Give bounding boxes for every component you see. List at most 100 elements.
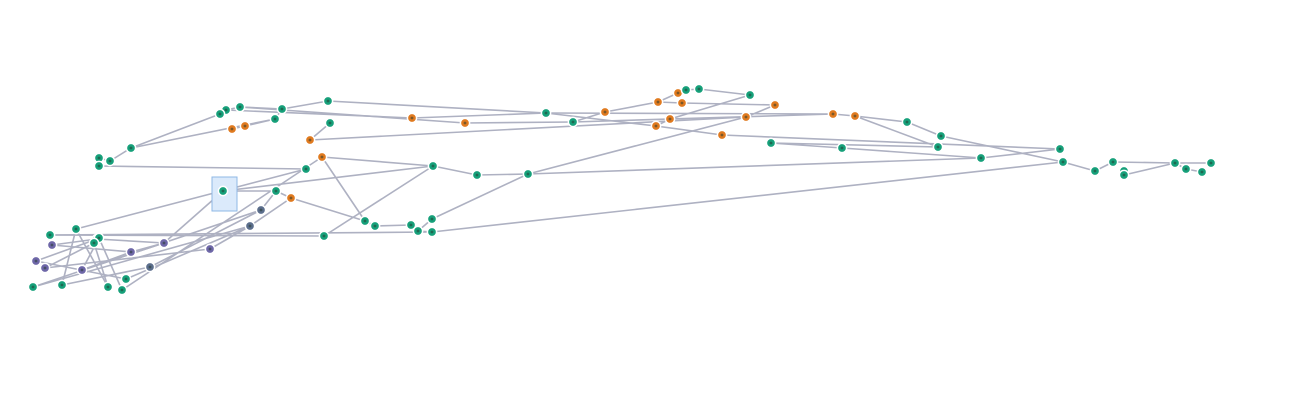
graph-edge [1112,161,1176,164]
graph-node[interactable] [901,116,913,128]
graph-node[interactable] [125,142,137,154]
graph-node[interactable] [650,120,662,132]
graph-node[interactable] [324,117,336,129]
graph-node[interactable] [1089,165,1101,177]
graph-node[interactable] [116,284,128,296]
graph-node[interactable] [304,134,316,146]
graph-node[interactable] [769,99,781,111]
graph-node[interactable] [120,273,132,285]
graph-node[interactable] [1054,143,1066,155]
graph-node[interactable] [316,151,328,163]
graph-node[interactable] [716,129,728,141]
graph-node[interactable] [693,83,705,95]
graph-node[interactable] [144,261,156,273]
graph-node[interactable] [836,142,848,154]
graph-node[interactable] [1205,157,1217,169]
node-center-dot [92,241,96,245]
graph-node[interactable] [1196,166,1208,178]
graph-node[interactable] [359,215,371,227]
graph-node[interactable] [740,111,752,123]
graph-edge [854,115,939,148]
graph-node[interactable] [412,225,424,237]
graph-node[interactable] [1180,163,1192,175]
node-center-dot [431,164,435,168]
node-center-dot [50,243,54,247]
node-center-dot [748,93,752,97]
graph-node[interactable] [369,220,381,232]
graph-node[interactable] [300,163,312,175]
graph-node[interactable] [664,113,676,125]
graph-node[interactable] [426,226,438,238]
graph-node[interactable] [471,169,483,181]
graph-node[interactable] [104,155,116,167]
graph-node[interactable] [285,192,297,204]
node-center-dot [475,173,479,177]
graph-node[interactable] [849,110,861,122]
selection-box[interactable] [211,176,238,212]
graph-node[interactable] [652,96,664,108]
node-center-dot [129,146,133,150]
graph-node[interactable] [214,108,226,120]
graph-node[interactable] [1107,156,1119,168]
graph-node[interactable] [975,152,987,164]
graph-node[interactable] [405,219,417,231]
graph-node[interactable] [1118,169,1130,181]
node-center-dot [218,112,222,116]
graph-node[interactable] [827,108,839,120]
graph-node[interactable] [1057,156,1069,168]
graph-node[interactable] [676,97,688,109]
graph-node[interactable] [269,113,281,125]
graph-node[interactable] [93,160,105,172]
graph-node[interactable] [406,112,418,124]
graph-edge [545,112,657,127]
graph-node[interactable] [76,264,88,276]
graph-node[interactable] [680,84,692,96]
graph-node[interactable] [226,123,238,135]
graph-node[interactable] [270,185,282,197]
graph-node[interactable] [426,213,438,225]
graph-node[interactable] [427,160,439,172]
graph-node[interactable] [46,239,58,251]
node-center-dot [238,105,242,109]
graph-node[interactable] [27,281,39,293]
graph-edge [321,156,366,222]
node-center-dot [97,156,101,160]
node-center-dot [224,108,228,112]
graph-node[interactable] [93,152,105,164]
graph-node[interactable] [935,130,947,142]
graph-node[interactable] [744,89,756,101]
graph-edge [374,224,412,227]
graph-node[interactable] [322,95,334,107]
graph-node[interactable] [932,141,944,153]
graph-node[interactable] [125,246,137,258]
graph-node[interactable] [567,116,579,128]
graph-node[interactable] [244,220,256,232]
graph-node[interactable] [765,137,777,149]
graph-node[interactable] [88,237,100,249]
graph-node[interactable] [459,117,471,129]
node-center-dot [853,114,857,118]
node-center-dot [162,241,166,245]
node-center-dot [1173,161,1177,165]
graph-node[interactable] [39,262,51,274]
graph-node[interactable] [102,281,114,293]
graph-node[interactable] [239,120,251,132]
graph-node[interactable] [255,204,267,216]
graph-node[interactable] [1169,157,1181,169]
graph-node[interactable] [599,106,611,118]
graph-node[interactable] [158,237,170,249]
graph-node[interactable] [318,230,330,242]
graph-node[interactable] [30,255,42,267]
graph-node[interactable] [204,243,216,255]
graph-node[interactable] [56,279,68,291]
graph-node[interactable] [276,103,288,115]
graph-node[interactable] [540,107,552,119]
graph-node[interactable] [522,168,534,180]
graph-node[interactable] [44,229,56,241]
graph-node[interactable] [217,185,229,197]
graph-node[interactable] [234,101,246,113]
node-center-dot [326,99,330,103]
graph-node[interactable] [70,223,82,235]
